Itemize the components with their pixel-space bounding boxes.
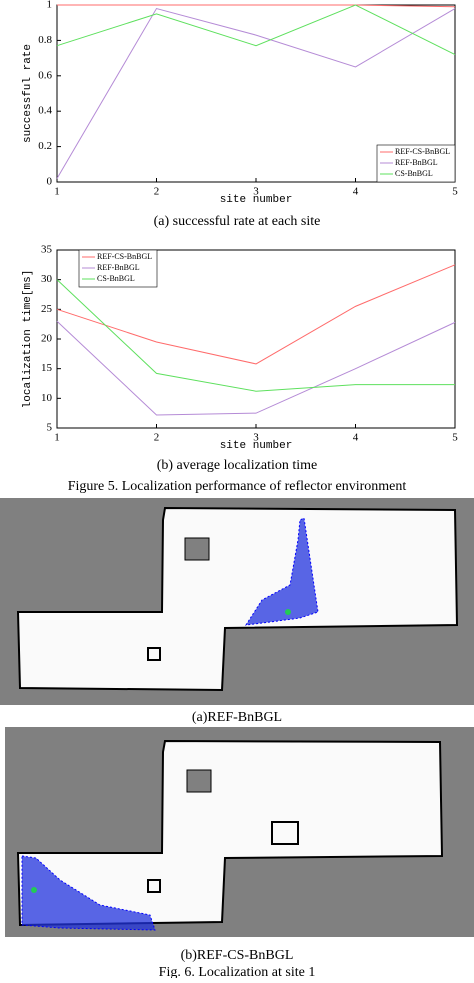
particle-cloud: [245, 517, 319, 626]
map-image: [5, 727, 474, 937]
x-axis-label: site number: [220, 194, 293, 206]
y-tick-label: 5: [47, 422, 53, 434]
map-image: [0, 498, 474, 705]
y-axis-label: localization time[ms]: [22, 270, 34, 409]
obstacle: [271, 821, 299, 845]
x-axis-label: site number: [220, 440, 293, 452]
obstacle: [184, 537, 210, 561]
obstacle: [147, 647, 161, 661]
y-tick-label: 30: [41, 273, 53, 285]
y-tick-label: 20: [41, 333, 53, 345]
y-tick-label: 35: [41, 244, 53, 256]
x-tick-label: 5: [452, 186, 458, 198]
legend-label: CS-BnBGL: [395, 169, 433, 178]
caption: (a)REF-BnBGL: [192, 710, 282, 725]
x-tick-label: 3: [253, 432, 259, 444]
x-tick-label: 1: [54, 432, 60, 444]
caption: (b) average localization time: [157, 458, 318, 473]
series-line: [56, 4, 456, 56]
caption: (b)REF-CS-BnBGL: [181, 948, 294, 963]
y-tick-label: 0: [47, 176, 53, 188]
obstacle: [147, 879, 161, 893]
y-axis-label: successful rate: [22, 44, 34, 143]
particle-cloud: [21, 855, 156, 931]
legend-label: REF-CS-BnBGL: [395, 147, 450, 156]
y-tick-label: 0.2: [38, 140, 52, 152]
obstacle: [186, 769, 212, 793]
series-line: [57, 4, 456, 8]
y-tick-label: 0.8: [38, 34, 52, 46]
x-tick-label: 3: [253, 186, 259, 198]
y-tick-label: 0.4: [38, 105, 52, 117]
x-tick-label: 1: [54, 186, 60, 198]
x-tick-label: 5: [452, 432, 458, 444]
x-tick-label: 2: [154, 186, 160, 198]
figure-caption: Figure 5. Localization performance of re…: [68, 479, 407, 494]
legend-label: REF-BnBGL: [97, 263, 140, 272]
map-free-space: [16, 739, 444, 927]
legend-label: REF-BnBGL: [395, 158, 438, 167]
map-free-space: [16, 506, 459, 692]
series-line: [56, 320, 456, 416]
robot-pose: [31, 887, 37, 893]
y-tick-label: 1: [47, 0, 53, 11]
legend-label: CS-BnBGL: [97, 274, 135, 283]
y-tick-label: 25: [41, 303, 53, 315]
series-line: [56, 7, 456, 179]
x-tick-label: 4: [353, 432, 359, 444]
robot-pose: [285, 609, 291, 615]
caption: (a) successful rate at each site: [154, 214, 321, 229]
series-line: [56, 279, 455, 392]
y-tick-label: 10: [41, 392, 53, 404]
figure-caption: Fig. 6. Localization at site 1: [159, 965, 316, 978]
x-tick-label: 4: [353, 186, 359, 198]
x-tick-label: 2: [154, 432, 160, 444]
y-tick-label: 0.6: [38, 69, 52, 81]
y-tick-label: 15: [41, 362, 53, 374]
legend-label: REF-CS-BnBGL: [97, 252, 152, 261]
series-line: [56, 264, 456, 365]
